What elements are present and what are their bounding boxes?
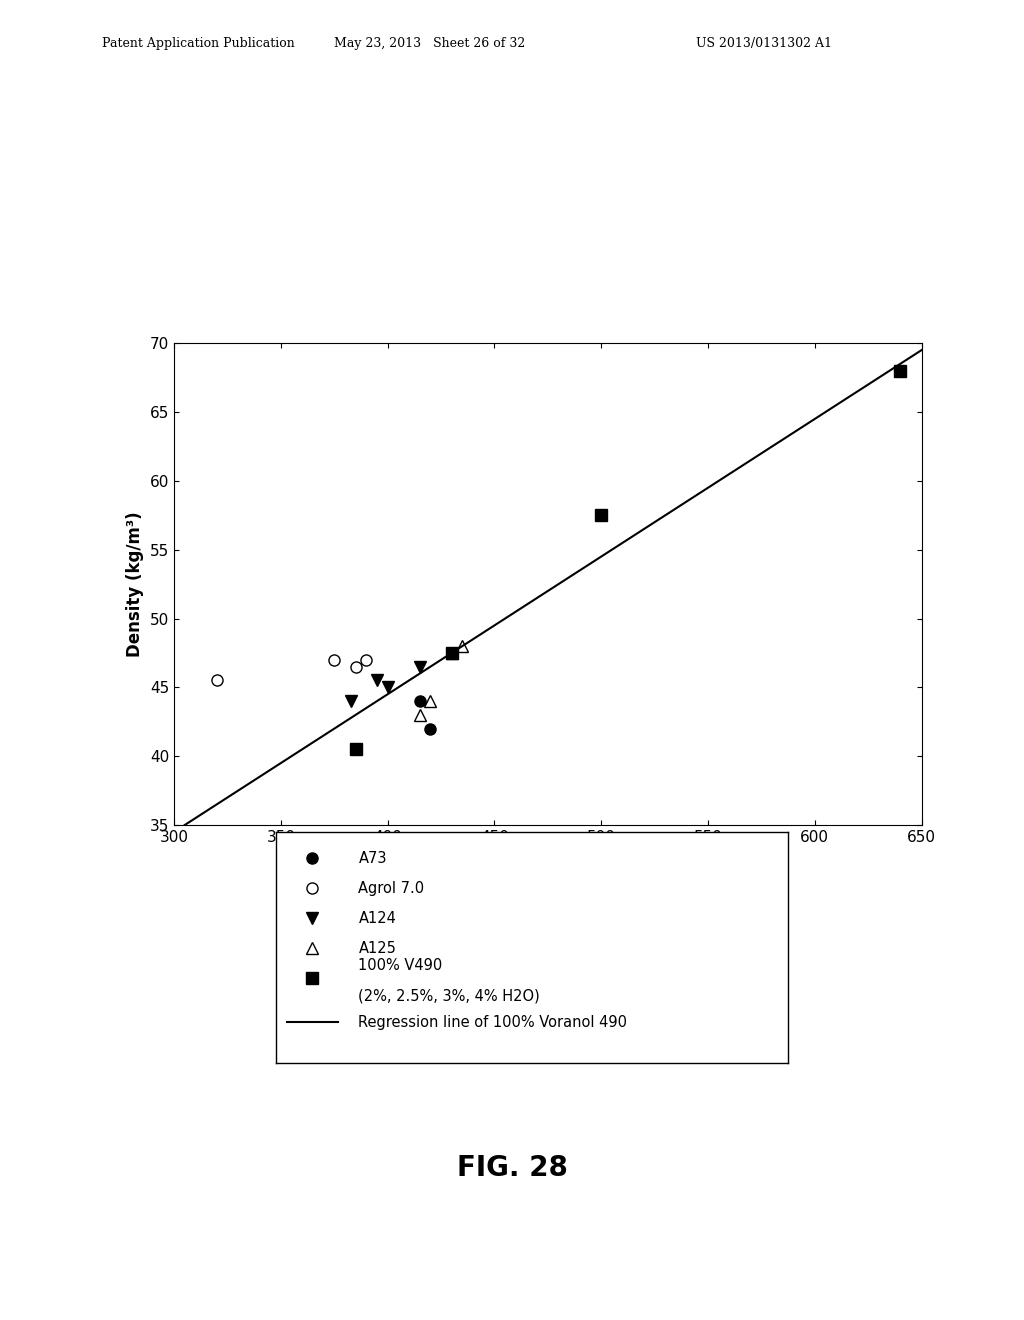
Text: 100% V490: 100% V490 (358, 958, 442, 973)
Text: Agrol 7.0: Agrol 7.0 (358, 880, 425, 896)
X-axis label: Compressive Strength (kPa): Compressive Strength (kPa) (416, 850, 680, 869)
Y-axis label: Density (kg/m³): Density (kg/m³) (126, 511, 144, 657)
Text: A125: A125 (358, 941, 396, 956)
Text: US 2013/0131302 A1: US 2013/0131302 A1 (696, 37, 833, 50)
Text: Patent Application Publication: Patent Application Publication (102, 37, 295, 50)
Text: Regression line of 100% Voranol 490: Regression line of 100% Voranol 490 (358, 1015, 628, 1030)
Text: May 23, 2013   Sheet 26 of 32: May 23, 2013 Sheet 26 of 32 (335, 37, 525, 50)
Text: (2%, 2.5%, 3%, 4% H2O): (2%, 2.5%, 3%, 4% H2O) (358, 989, 540, 1003)
Text: A73: A73 (358, 850, 387, 866)
Text: FIG. 28: FIG. 28 (457, 1154, 567, 1183)
Text: A124: A124 (358, 911, 396, 925)
